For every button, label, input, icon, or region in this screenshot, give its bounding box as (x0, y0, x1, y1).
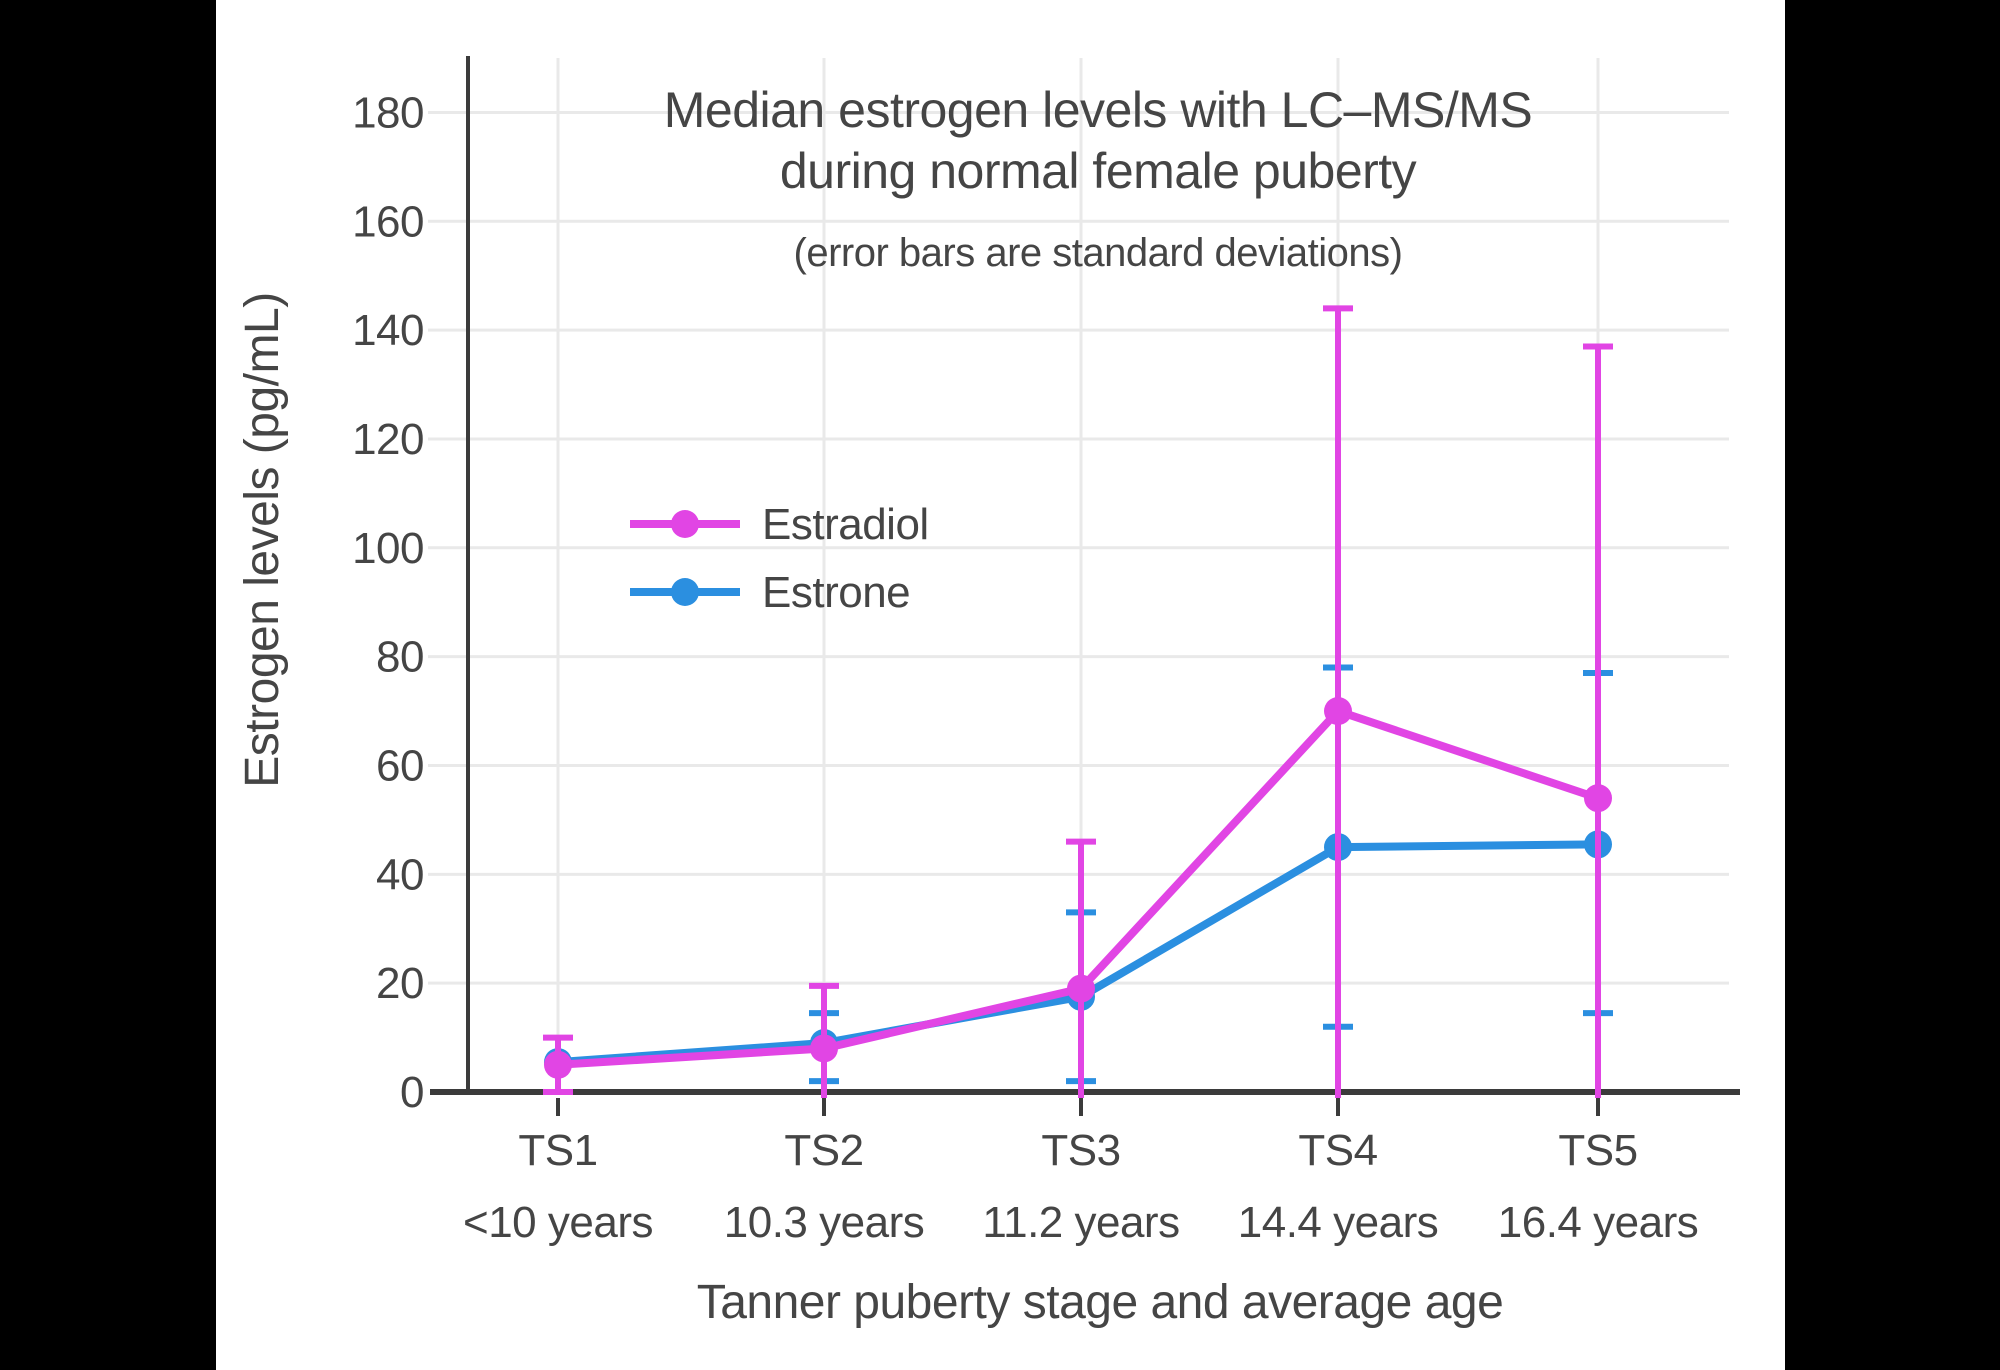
chart-title-line1: Median estrogen levels with LC–MS/MS (664, 82, 1533, 138)
axis-layer (430, 56, 1740, 1116)
y-tick-label-60: 60 (376, 741, 424, 790)
estrone-legend-marker (671, 578, 699, 606)
x-tick-label-stage-ts3: TS3 (1041, 1126, 1120, 1175)
estradiol-point-ts1[interactable] (544, 1050, 572, 1079)
y-tick-label-100: 100 (352, 524, 424, 573)
estradiol-point-ts2[interactable] (810, 1034, 838, 1063)
y-tick-label-20: 20 (376, 959, 424, 1008)
x-tick-label-age-ts1: <10 years (463, 1198, 653, 1247)
y-tick-label-0: 0 (400, 1068, 424, 1117)
y-tick-label-180: 180 (352, 88, 424, 137)
series-layer (543, 305, 1613, 1098)
estradiol-point-ts5[interactable] (1584, 784, 1612, 813)
estradiol-point-ts4[interactable] (1324, 697, 1352, 726)
tick-label-layer: 0 20 40 60 80 100 120 140 160 180 TS1 <10 years TS2 1… (352, 88, 1699, 1247)
y-tick-label-140: 140 (352, 306, 424, 355)
x-tick-label-stage-ts4: TS4 (1298, 1126, 1377, 1175)
legend: Estradiol Estrone (630, 500, 929, 617)
x-axis-title: Tanner puberty stage and average age (697, 1276, 1504, 1329)
legend-item-estradiol[interactable]: Estradiol (630, 500, 929, 549)
estradiol-legend-label: Estradiol (762, 500, 929, 549)
chart-panel (216, 0, 1785, 1370)
chart-title-line2: during normal female puberty (780, 143, 1417, 199)
chart-subtitle: (error bars are standard deviations) (794, 231, 1403, 275)
x-tick-label-stage-ts5: TS5 (1558, 1126, 1637, 1175)
y-tick-label-120: 120 (352, 415, 424, 464)
y-tick-label-80: 80 (376, 633, 424, 682)
y-tick-label-40: 40 (376, 850, 424, 899)
x-tick-label-age-ts2: 10.3 years (724, 1198, 924, 1247)
legend-item-estrone[interactable]: Estrone (630, 568, 911, 617)
x-tick-label-age-ts3: 11.2 years (982, 1198, 1179, 1247)
estrone-legend-label: Estrone (762, 568, 910, 617)
estradiol-point-ts3[interactable] (1067, 974, 1095, 1003)
y-tick-label-160: 160 (352, 197, 424, 246)
x-tick-label-age-ts5: 16.4 years (1498, 1198, 1698, 1247)
estradiol-legend-marker (671, 510, 699, 538)
x-tick-label-stage-ts2: TS2 (784, 1126, 863, 1175)
x-tick-label-stage-ts1: TS1 (518, 1126, 597, 1175)
y-axis-title: Estrogen levels (pg/mL) (236, 292, 289, 787)
x-tick-label-age-ts4: 14.4 years (1238, 1198, 1438, 1247)
